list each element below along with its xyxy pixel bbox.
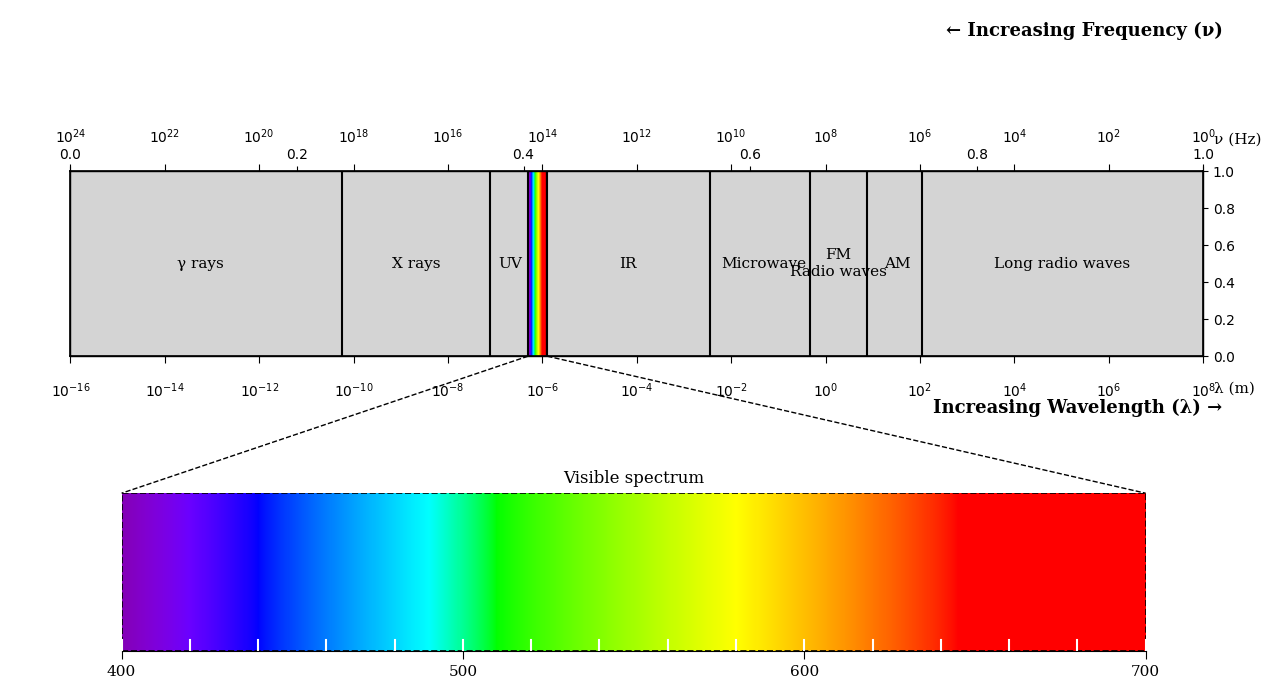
Text: $10^{4}$: $10^{4}$ bbox=[1002, 381, 1027, 400]
Text: $10^{4}$: $10^{4}$ bbox=[1002, 127, 1027, 147]
Text: FM
Radio waves: FM Radio waves bbox=[790, 248, 887, 279]
Text: λ (m): λ (m) bbox=[1215, 381, 1256, 395]
Text: $10^{16}$: $10^{16}$ bbox=[433, 127, 463, 147]
Text: IR: IR bbox=[620, 257, 636, 271]
Text: Microwave: Microwave bbox=[721, 257, 806, 271]
Text: $10^{22}$: $10^{22}$ bbox=[150, 127, 180, 147]
Text: $10^{-4}$: $10^{-4}$ bbox=[620, 381, 654, 400]
Text: $10^{10}$: $10^{10}$ bbox=[716, 127, 748, 147]
Text: $10^{2}$: $10^{2}$ bbox=[1096, 127, 1121, 147]
Text: Long radio waves: Long radio waves bbox=[993, 257, 1130, 271]
Text: $10^{-16}$: $10^{-16}$ bbox=[51, 381, 90, 400]
Text: $10^{18}$: $10^{18}$ bbox=[338, 127, 370, 147]
Text: $10^{0}$: $10^{0}$ bbox=[1190, 127, 1216, 147]
Text: ← Increasing Frequency (ν): ← Increasing Frequency (ν) bbox=[946, 22, 1222, 40]
Text: $10^{14}$: $10^{14}$ bbox=[526, 127, 558, 147]
Text: $10^{-10}$: $10^{-10}$ bbox=[334, 381, 374, 400]
Text: $10^{8}$: $10^{8}$ bbox=[1190, 381, 1216, 400]
Text: $10^{-6}$: $10^{-6}$ bbox=[526, 381, 559, 400]
Text: AM: AM bbox=[884, 257, 910, 271]
Text: $10^{0}$: $10^{0}$ bbox=[813, 381, 838, 400]
Text: $10^{24}$: $10^{24}$ bbox=[55, 127, 86, 147]
Text: Visible spectrum: Visible spectrum bbox=[563, 470, 704, 487]
Text: $10^{20}$: $10^{20}$ bbox=[243, 127, 275, 147]
Text: γ rays: γ rays bbox=[178, 257, 224, 271]
Text: $10^{6}$: $10^{6}$ bbox=[908, 127, 933, 147]
Text: Increasing Wavelength (λ) →: Increasing Wavelength (λ) → bbox=[933, 399, 1222, 416]
Text: $10^{2}$: $10^{2}$ bbox=[908, 381, 933, 400]
Text: $10^{6}$: $10^{6}$ bbox=[1096, 381, 1121, 400]
Text: $10^{-12}$: $10^{-12}$ bbox=[239, 381, 279, 400]
Text: ν (Hz): ν (Hz) bbox=[1215, 132, 1262, 147]
Text: $10^{-14}$: $10^{-14}$ bbox=[145, 381, 184, 400]
Text: $10^{-8}$: $10^{-8}$ bbox=[431, 381, 465, 400]
Text: $10^{-2}$: $10^{-2}$ bbox=[714, 381, 748, 400]
Text: X rays: X rays bbox=[392, 257, 440, 271]
Text: $10^{8}$: $10^{8}$ bbox=[813, 127, 838, 147]
Text: UV: UV bbox=[498, 257, 522, 271]
Text: $10^{12}$: $10^{12}$ bbox=[621, 127, 653, 147]
